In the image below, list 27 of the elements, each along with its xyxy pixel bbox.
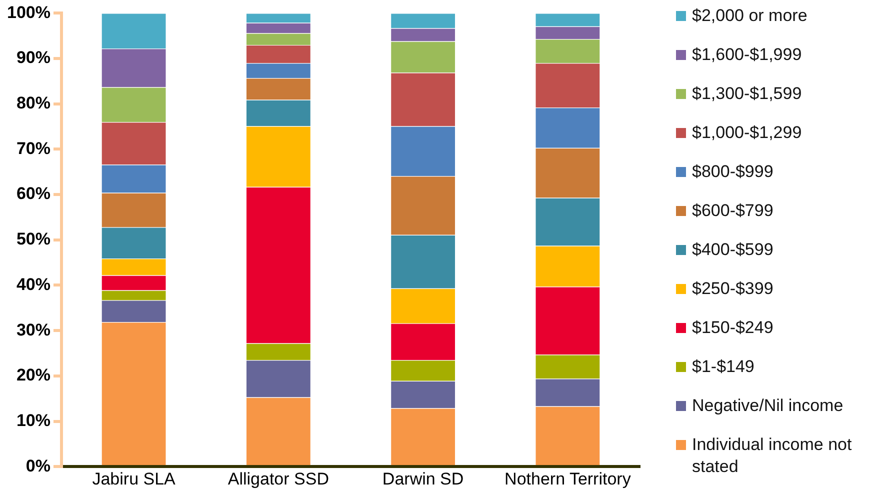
legend-label: $250-$399 bbox=[692, 278, 774, 300]
legend-label: $800-$999 bbox=[692, 161, 774, 183]
legend-label: $600-$799 bbox=[692, 200, 774, 222]
x-tick-label: Nothern Territory bbox=[504, 469, 632, 488]
y-tick-label: 10% bbox=[16, 410, 50, 430]
legend-label: $400-$599 bbox=[692, 239, 774, 261]
legend-label: $1-$149 bbox=[692, 356, 754, 378]
legend-label: $1,000-$1,299 bbox=[692, 122, 802, 144]
y-tick-label: 60% bbox=[16, 184, 50, 204]
y-tick-label: 90% bbox=[16, 48, 50, 68]
legend-label: $1,300-$1,599 bbox=[692, 83, 802, 105]
legend-label: $1,600-$1,999 bbox=[692, 44, 802, 66]
y-tick-label: 80% bbox=[16, 94, 50, 113]
legend-label: Individual income not stated bbox=[692, 434, 853, 478]
y-tick-label: 30% bbox=[16, 320, 50, 340]
y-tick-label: 0% bbox=[26, 456, 50, 476]
y-tick-label: 100% bbox=[6, 2, 50, 22]
y-tick-label: 50% bbox=[16, 230, 50, 249]
x-tick-label: Jabiru SLA bbox=[92, 469, 176, 488]
legend-label: Negative/Nil income bbox=[692, 395, 844, 417]
x-tick-label: Darwin SD bbox=[382, 469, 464, 488]
y-tick-label: 40% bbox=[16, 274, 50, 294]
x-tick-label: Alligator SSD bbox=[228, 469, 329, 488]
y-tick-label: 20% bbox=[16, 366, 50, 385]
legend-label: $150-$249 bbox=[692, 317, 774, 339]
y-tick-label: 70% bbox=[16, 138, 50, 158]
legend-label: $2,000 or more bbox=[692, 5, 808, 27]
